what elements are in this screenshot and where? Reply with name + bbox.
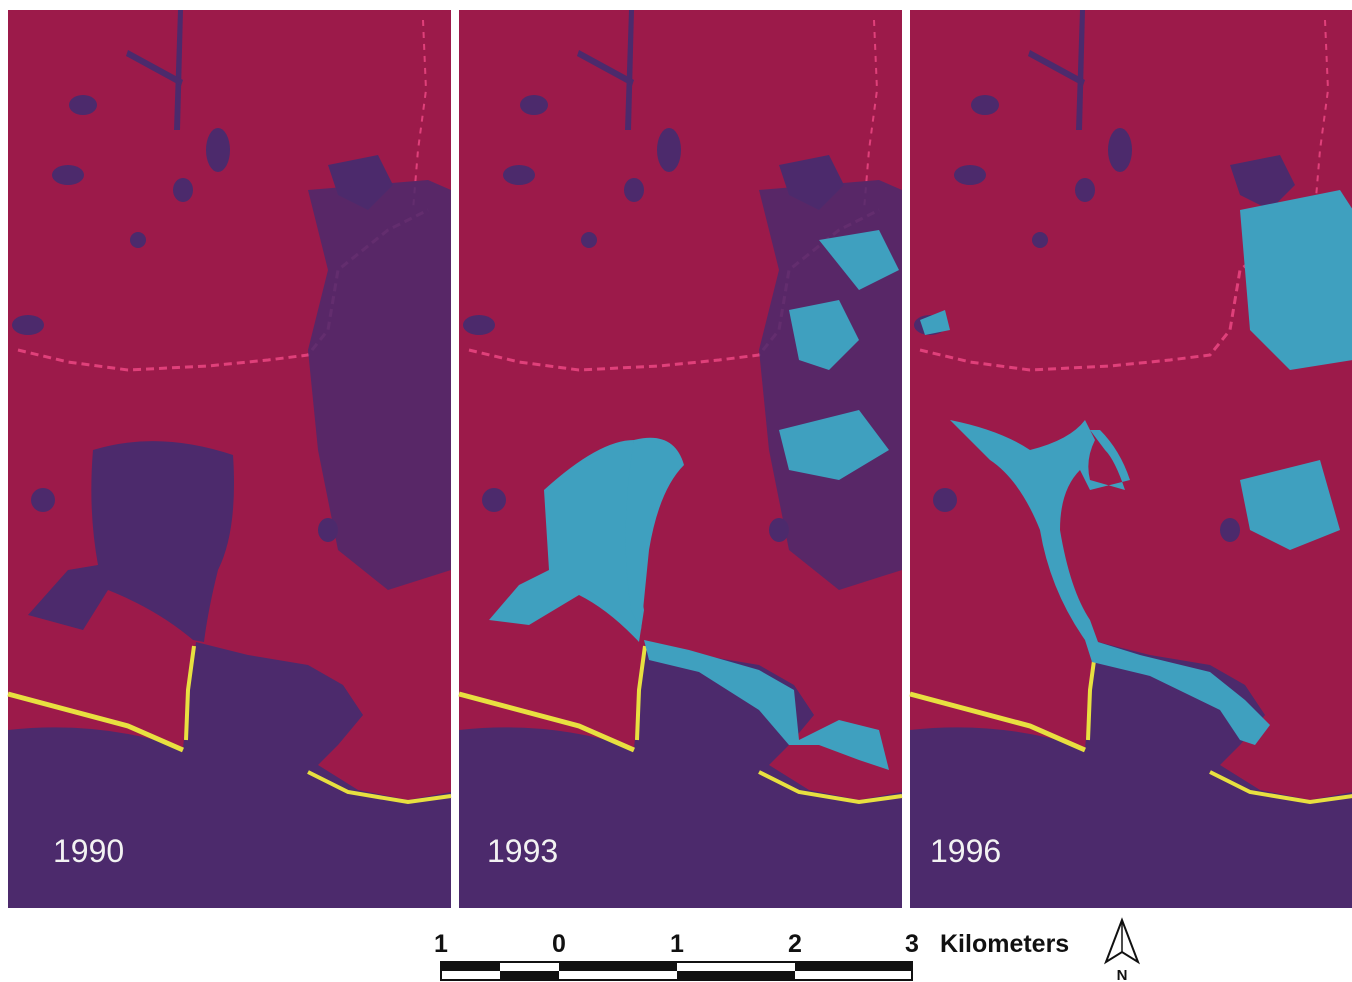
map-panel: 1996: [910, 10, 1352, 908]
year-label: 1993: [487, 833, 558, 869]
north-arrow: N: [1104, 917, 1140, 982]
scale-label: 1: [670, 930, 684, 958]
scale-label: 2: [788, 930, 802, 958]
scale-label: 3: [905, 930, 919, 958]
year-label: 1996: [930, 833, 1001, 869]
map-panel: 1993: [459, 10, 902, 908]
map-panel: 1990: [8, 10, 451, 908]
north-label: N: [1117, 967, 1128, 982]
scale-label: 0: [552, 930, 566, 958]
scale-unit: Kilometers: [940, 930, 1069, 958]
scale-bar: 1 0 1 2 3 Kilometers: [434, 930, 1069, 981]
scale-label: 1: [434, 930, 448, 958]
year-label: 1990: [53, 833, 124, 869]
